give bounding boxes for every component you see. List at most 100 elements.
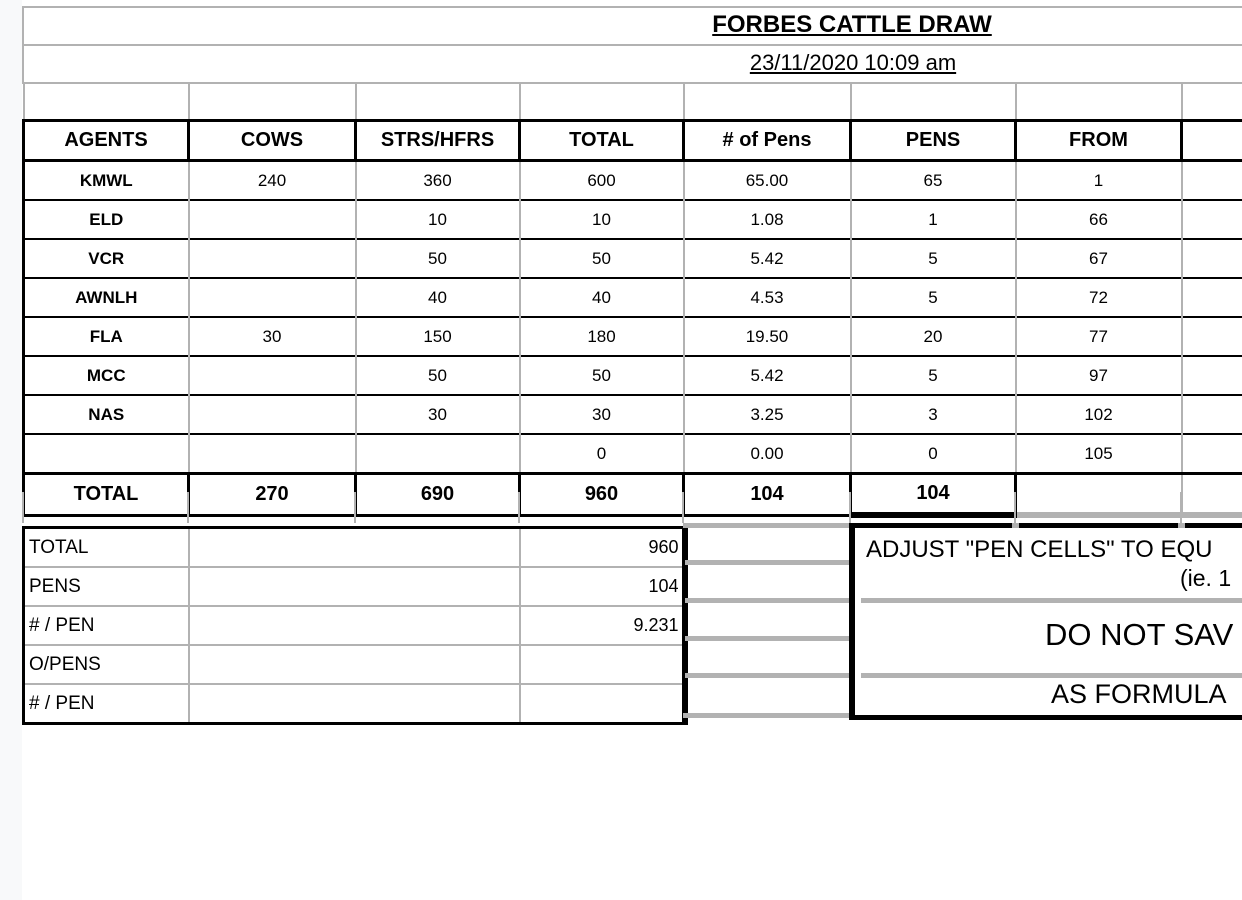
empty-cell[interactable] xyxy=(519,82,685,121)
empty-cell[interactable] xyxy=(188,645,521,685)
agent-cell[interactable]: NAS xyxy=(22,394,190,434)
col-header-from[interactable]: FROM xyxy=(1014,119,1183,162)
summary-label[interactable]: PENS xyxy=(22,567,190,607)
empty-cell[interactable] xyxy=(850,82,1017,121)
strs-hfrs-cell[interactable]: 150 xyxy=(355,316,521,356)
agent-cell[interactable]: FLA xyxy=(22,316,190,356)
pens-total-cell[interactable]: 104 xyxy=(849,472,1017,518)
empty-cell[interactable] xyxy=(1181,82,1242,121)
num-of-pens-cell[interactable]: 19.50 xyxy=(683,316,852,356)
from-cell[interactable]: 72 xyxy=(1015,277,1183,317)
from-cell[interactable]: 67 xyxy=(1015,238,1183,278)
pens-cell[interactable]: 3 xyxy=(850,394,1017,434)
cows-cell[interactable] xyxy=(188,355,357,395)
num-of-pens-cell[interactable]: 5.42 xyxy=(683,238,852,278)
empty-cell[interactable] xyxy=(683,82,852,121)
total-cell[interactable]: 180 xyxy=(519,316,685,356)
summary-value[interactable] xyxy=(519,645,688,685)
summary-label[interactable]: # / PEN xyxy=(22,606,190,646)
empty-cell[interactable] xyxy=(1181,433,1242,474)
num-of-pens-cell[interactable]: 0.00 xyxy=(683,433,852,474)
agent-cell[interactable]: MCC xyxy=(22,355,190,395)
summary-value[interactable]: 104 xyxy=(519,567,688,607)
agent-cell[interactable]: ELD xyxy=(22,199,190,239)
empty-cell[interactable] xyxy=(188,606,521,646)
total-cell[interactable]: 600 xyxy=(519,159,685,200)
empty-cell[interactable] xyxy=(1015,82,1183,121)
total-row-label[interactable]: TOTAL xyxy=(22,472,190,517)
pens-cell[interactable]: 5 xyxy=(850,355,1017,395)
total-cell[interactable]: 50 xyxy=(519,238,685,278)
cows-cell[interactable] xyxy=(188,277,357,317)
agent-cell[interactable]: VCR xyxy=(22,238,190,278)
num-of-pens-cell[interactable]: 4.53 xyxy=(683,277,852,317)
strs-hfrs-cell[interactable] xyxy=(355,433,521,474)
total-cell[interactable]: 0 xyxy=(519,433,685,474)
cows-cell[interactable]: 240 xyxy=(188,159,357,200)
num-of-pens-cell[interactable]: 65.00 xyxy=(683,159,852,200)
from-cell[interactable]: 77 xyxy=(1015,316,1183,356)
total-cell[interactable]: 10 xyxy=(519,199,685,239)
strs-hfrs-cell[interactable]: 40 xyxy=(355,277,521,317)
empty-cell[interactable] xyxy=(188,684,521,725)
col-header-blank[interactable] xyxy=(1180,119,1242,162)
sheet-timestamp[interactable]: 23/11/2020 10:09 am xyxy=(749,50,957,75)
from-cell[interactable]: 102 xyxy=(1015,394,1183,434)
pens-cell[interactable]: 65 xyxy=(850,159,1017,200)
empty-cell[interactable] xyxy=(188,526,521,568)
cows-total-cell[interactable]: 270 xyxy=(187,472,357,517)
empty-cell[interactable] xyxy=(1181,159,1242,200)
from-cell[interactable]: 105 xyxy=(1015,433,1183,474)
strs-hfrs-total-cell[interactable]: 690 xyxy=(354,472,521,517)
empty-cell[interactable] xyxy=(1181,238,1242,278)
empty-cell[interactable] xyxy=(188,567,521,607)
pens-cell[interactable]: 5 xyxy=(850,238,1017,278)
col-header-strs-hfrs[interactable]: STRS/HFRS xyxy=(354,119,521,162)
empty-cell[interactable] xyxy=(1181,316,1242,356)
empty-cell[interactable] xyxy=(1181,355,1242,395)
agent-cell[interactable]: AWNLH xyxy=(22,277,190,317)
summary-value[interactable] xyxy=(519,684,688,725)
strs-hfrs-cell[interactable]: 50 xyxy=(355,355,521,395)
summary-label[interactable]: O/PENS xyxy=(22,645,190,685)
total-cell[interactable]: 50 xyxy=(519,355,685,395)
empty-cell[interactable] xyxy=(355,82,521,121)
note-box[interactable] xyxy=(849,523,1242,720)
col-header-agents[interactable]: AGENTS xyxy=(22,119,190,162)
col-header-pens[interactable]: PENS xyxy=(849,119,1017,162)
from-cell[interactable]: 97 xyxy=(1015,355,1183,395)
summary-value[interactable]: 9.231 xyxy=(519,606,688,646)
num-of-pens-total-cell[interactable]: 104 xyxy=(682,472,852,517)
cows-cell[interactable] xyxy=(188,199,357,239)
strs-hfrs-cell[interactable]: 10 xyxy=(355,199,521,239)
cows-cell[interactable] xyxy=(188,394,357,434)
summary-label[interactable]: TOTAL xyxy=(22,526,190,568)
agent-cell[interactable]: KMWL xyxy=(22,159,190,200)
empty-cell[interactable] xyxy=(1181,394,1242,434)
pens-cell[interactable]: 1 xyxy=(850,199,1017,239)
pens-cell[interactable]: 20 xyxy=(850,316,1017,356)
num-of-pens-cell[interactable]: 1.08 xyxy=(683,199,852,239)
total-cell[interactable]: 30 xyxy=(519,394,685,434)
num-of-pens-cell[interactable]: 5.42 xyxy=(683,355,852,395)
from-cell[interactable]: 66 xyxy=(1015,199,1183,239)
sheet-title[interactable]: FORBES CATTLE DRAW xyxy=(712,11,992,38)
col-header-total[interactable]: TOTAL xyxy=(518,119,685,162)
cows-cell[interactable] xyxy=(188,238,357,278)
cows-cell[interactable] xyxy=(188,433,357,474)
col-header-num-of-pens[interactable]: # of Pens xyxy=(682,119,852,162)
empty-cell[interactable] xyxy=(22,82,190,121)
pens-cell[interactable]: 0 xyxy=(850,433,1017,474)
strs-hfrs-cell[interactable]: 360 xyxy=(355,159,521,200)
pens-cell[interactable]: 5 xyxy=(850,277,1017,317)
strs-hfrs-cell[interactable]: 50 xyxy=(355,238,521,278)
empty-cell[interactable] xyxy=(1181,277,1242,317)
from-cell[interactable]: 1 xyxy=(1015,159,1183,200)
summary-value[interactable]: 960 xyxy=(519,526,688,568)
strs-hfrs-cell[interactable]: 30 xyxy=(355,394,521,434)
cows-cell[interactable]: 30 xyxy=(188,316,357,356)
total-cell[interactable]: 40 xyxy=(519,277,685,317)
col-header-cows[interactable]: COWS xyxy=(187,119,357,162)
empty-cell[interactable] xyxy=(1181,199,1242,239)
total-total-cell[interactable]: 960 xyxy=(518,472,685,517)
